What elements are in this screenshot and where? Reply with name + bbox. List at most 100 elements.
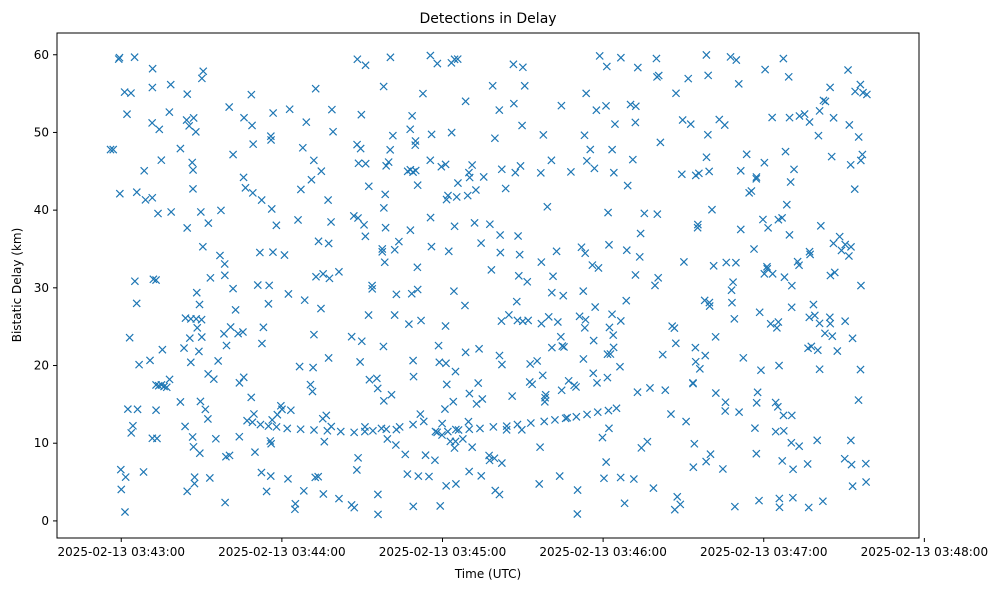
detection-point bbox=[846, 160, 855, 169]
detection-point bbox=[464, 417, 473, 426]
detection-point bbox=[604, 240, 614, 249]
detection-point bbox=[141, 195, 150, 204]
detection-point bbox=[140, 166, 149, 175]
detection-point bbox=[775, 494, 784, 503]
detection-point bbox=[785, 113, 794, 122]
detection-point bbox=[795, 111, 804, 121]
detection-point bbox=[815, 365, 824, 374]
y-tick-label: 30 bbox=[34, 281, 49, 295]
detection-point bbox=[205, 473, 214, 482]
detection-point bbox=[774, 317, 783, 327]
detection-point bbox=[829, 239, 838, 248]
detection-point bbox=[238, 327, 247, 337]
detection-point bbox=[451, 425, 460, 434]
detection-point bbox=[249, 409, 258, 418]
detection-point bbox=[616, 473, 625, 482]
detection-point bbox=[631, 102, 640, 111]
detection-point bbox=[409, 372, 418, 381]
detection-point bbox=[535, 479, 544, 488]
detection-point bbox=[821, 97, 830, 106]
detection-point bbox=[497, 459, 506, 468]
detection-point bbox=[295, 362, 304, 371]
detection-point bbox=[183, 90, 192, 99]
detection-point bbox=[778, 456, 787, 465]
detection-point bbox=[441, 359, 451, 368]
detection-point bbox=[722, 258, 731, 267]
detection-point bbox=[229, 284, 238, 293]
detection-point bbox=[441, 160, 450, 169]
detection-point bbox=[573, 486, 582, 495]
detection-point bbox=[442, 380, 451, 389]
detection-point bbox=[764, 223, 773, 232]
detection-point bbox=[404, 320, 413, 329]
detection-point bbox=[547, 288, 556, 297]
detection-point bbox=[152, 434, 161, 443]
detection-point bbox=[299, 486, 308, 495]
detection-point bbox=[424, 472, 433, 481]
detection-point bbox=[109, 145, 118, 154]
detection-point bbox=[711, 332, 720, 341]
detection-point bbox=[819, 96, 828, 105]
detection-point bbox=[732, 56, 741, 65]
detection-point bbox=[766, 319, 775, 328]
detection-point bbox=[513, 420, 522, 429]
detection-point bbox=[730, 314, 739, 323]
detection-point bbox=[324, 353, 333, 362]
detection-point bbox=[435, 358, 444, 367]
detection-point bbox=[586, 145, 595, 154]
detection-point bbox=[573, 509, 582, 519]
detection-point bbox=[324, 196, 333, 205]
detection-point bbox=[128, 421, 137, 430]
detection-point bbox=[610, 120, 619, 129]
detection-point bbox=[386, 53, 395, 62]
detection-point bbox=[768, 113, 777, 122]
detection-point bbox=[219, 329, 229, 338]
detection-point bbox=[403, 470, 412, 479]
detection-point bbox=[516, 161, 525, 170]
detection-point bbox=[745, 188, 754, 197]
detection-point bbox=[309, 363, 318, 372]
detection-point bbox=[452, 192, 461, 202]
detection-point bbox=[474, 379, 483, 388]
detection-point bbox=[463, 191, 472, 200]
detection-point bbox=[421, 451, 430, 460]
detection-point bbox=[257, 468, 266, 477]
detection-point bbox=[541, 390, 550, 399]
detection-point bbox=[361, 61, 370, 70]
detection-point bbox=[736, 225, 745, 234]
detection-point bbox=[204, 219, 213, 228]
x-tick-label: 2025-02-13 03:44:00 bbox=[218, 545, 345, 559]
detection-point bbox=[711, 389, 720, 398]
detection-point bbox=[742, 150, 751, 159]
detection-point bbox=[755, 308, 764, 317]
detection-point bbox=[555, 472, 564, 481]
detection-point bbox=[833, 347, 842, 356]
detection-point bbox=[285, 105, 294, 114]
detection-point bbox=[195, 449, 204, 458]
detection-point bbox=[162, 383, 171, 392]
detection-point bbox=[789, 165, 799, 174]
detection-point bbox=[354, 159, 363, 168]
detection-point bbox=[437, 162, 446, 171]
detection-point bbox=[411, 166, 420, 175]
detection-point bbox=[763, 264, 772, 273]
detection-point bbox=[302, 118, 311, 127]
detection-point bbox=[126, 89, 136, 98]
detection-point bbox=[556, 332, 565, 341]
detection-point bbox=[589, 369, 598, 378]
detection-point bbox=[605, 323, 614, 332]
detection-point bbox=[572, 412, 581, 421]
detection-point bbox=[702, 153, 711, 162]
detection-point bbox=[550, 415, 559, 424]
detection-point bbox=[390, 311, 399, 320]
detection-point bbox=[594, 263, 603, 272]
detection-point bbox=[183, 487, 192, 496]
detection-point bbox=[779, 411, 788, 420]
detection-point bbox=[679, 257, 688, 266]
detection-point bbox=[167, 207, 176, 217]
detection-point bbox=[235, 432, 244, 441]
detection-point bbox=[501, 184, 510, 193]
chart-title: Detections in Delay bbox=[419, 11, 556, 27]
detection-point bbox=[854, 396, 863, 405]
detection-point bbox=[488, 81, 497, 90]
